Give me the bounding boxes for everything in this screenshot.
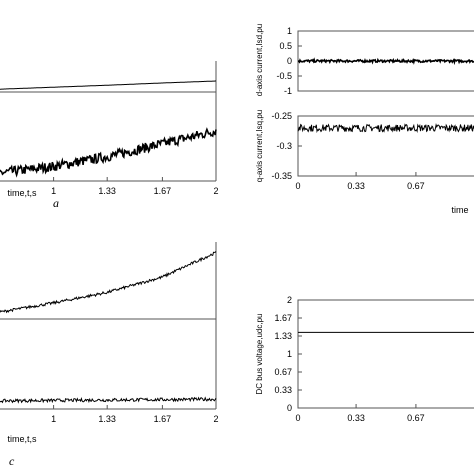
x-tick-label: 2 [213, 414, 218, 424]
y-tick-label: 1 [287, 349, 292, 359]
x-tick-label: 1.67 [154, 186, 172, 196]
y-tick-label: 0 [287, 403, 292, 413]
panel-label-c: c [9, 454, 15, 468]
x-tick-label: 0.33 [347, 413, 365, 423]
y-tick-label: -1 [284, 86, 292, 96]
series-line [0, 127, 217, 178]
x-axis-label: time [451, 205, 468, 215]
y-tick-label: -0.3 [276, 141, 292, 151]
x-tick-label: 0.33 [347, 181, 365, 191]
chart-2: 1 0.5 0 -0.5 -1 d-axis current,Isd,pu [255, 24, 474, 96]
y-tick-label: 1.33 [274, 331, 292, 341]
y-tick-label: -0.25 [271, 111, 292, 121]
y-tick-label: -0.5 [276, 71, 292, 81]
x-tick-label: 0.67 [407, 413, 425, 423]
y-tick-label: 0.67 [274, 367, 292, 377]
y-tick-label: 1 [287, 26, 292, 36]
chart-4 [0, 242, 217, 320]
y-tick-label: 0 [287, 56, 292, 66]
y-axis-label: d-axis current,Isd,pu [255, 24, 264, 96]
chart-5: 1 1.33 1.67 2 time,t,s [0, 319, 219, 444]
x-tick-label: 0.67 [407, 181, 425, 191]
y-axis-label: DC bus voltage,udc,pu [255, 314, 264, 395]
x-tick-label: 1 [51, 186, 56, 196]
plot-frame [297, 299, 474, 409]
x-tick-label: 1 [51, 414, 56, 424]
chart-6: 2 1.67 1.33 1 0.67 0.33 00 0.33 0.67 DC bus volta… [255, 295, 474, 423]
x-axis-label: time,t,s [7, 434, 37, 444]
x-tick-label: 2 [213, 186, 218, 196]
x-tick-label: 1.67 [154, 414, 172, 424]
chart-3: -0.25 -0.3 -0.350 0.33 0.67 q-axis current,Is… [255, 110, 474, 215]
x-tick-label: 0 [295, 181, 300, 191]
panel-label-a: a [53, 196, 59, 210]
y-tick-label: 2 [287, 295, 292, 305]
y-tick-label: -0.35 [271, 171, 292, 181]
series-line [297, 57, 474, 66]
plot-frame [297, 115, 474, 177]
series-line [0, 250, 217, 314]
y-tick-label: 1.67 [274, 313, 292, 323]
y-tick-label: 0.33 [274, 385, 292, 395]
series-line [297, 123, 474, 134]
x-tick-label: 1.33 [98, 414, 116, 424]
x-tick-label: 1.33 [98, 186, 116, 196]
x-axis-label: time,t,s [7, 188, 37, 198]
series-line [0, 80, 216, 90]
series-line [0, 396, 217, 404]
chart-0 [0, 61, 217, 93]
y-axis-label: q-axis current,Isq,pu [255, 110, 264, 182]
x-tick-label: 0 [295, 413, 300, 423]
y-tick-label: 0.5 [279, 41, 292, 51]
chart-1: 1 1.33 1.67 2 time,t,s [0, 92, 219, 198]
